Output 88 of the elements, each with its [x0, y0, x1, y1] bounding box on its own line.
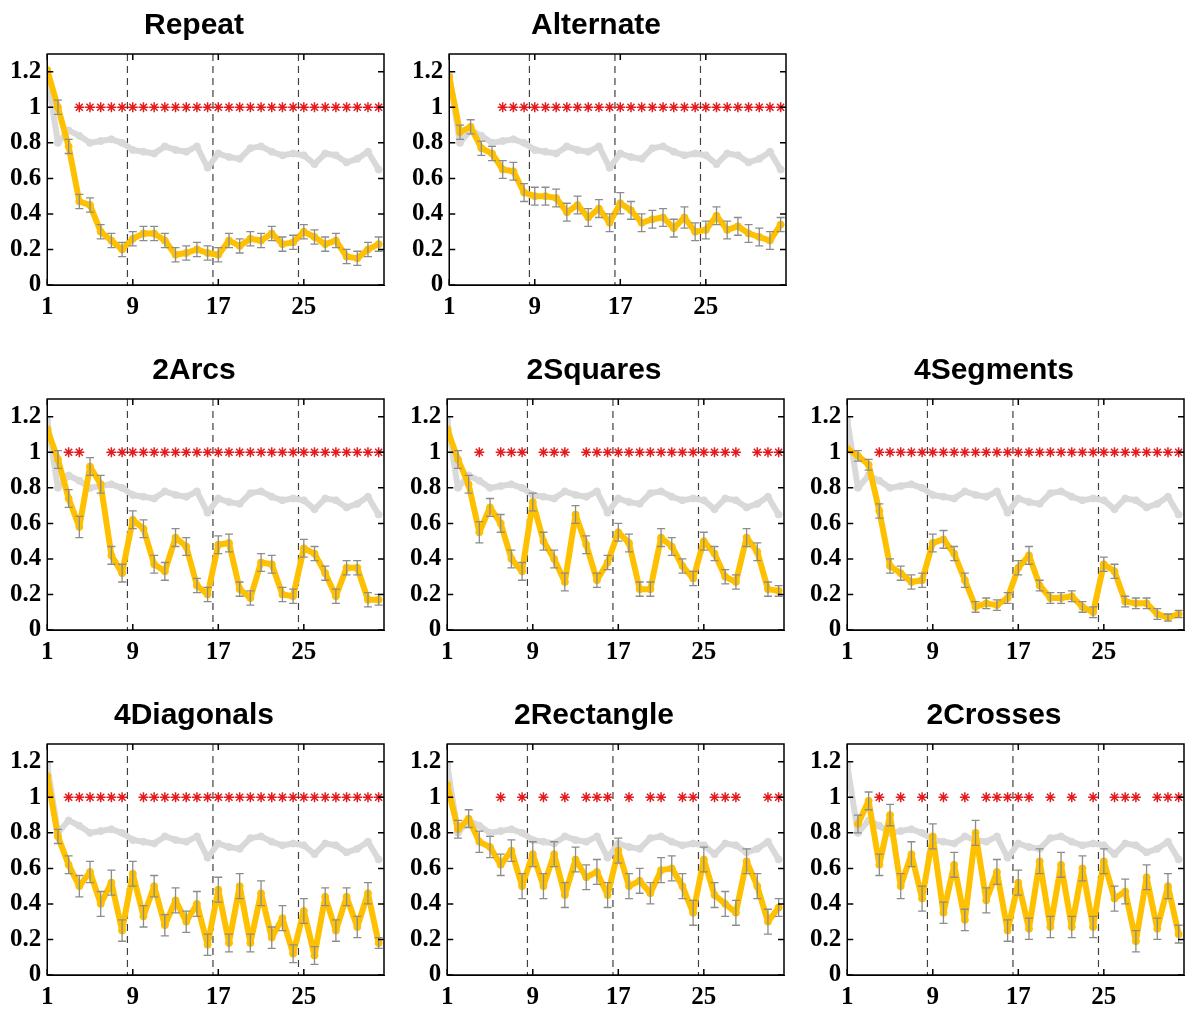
y-tick-label: 0.2 [410, 923, 442, 951]
y-tick-label: 1 [828, 436, 842, 464]
y-tick-label: 0.4 [810, 888, 842, 916]
x-tick-label: 9 [926, 637, 940, 665]
y-tick-label: 1.2 [10, 56, 42, 84]
x-tick-label: 17 [205, 982, 231, 1010]
y-tick-label: 1.2 [412, 56, 444, 84]
y-tick-label: 0.8 [412, 127, 444, 155]
x-tick-label: 9 [126, 292, 140, 320]
y-tick-label: 1 [428, 436, 442, 464]
chart-title: 2Arcs [152, 352, 236, 386]
x-tick-label: 9 [526, 637, 540, 665]
y-tick-label: 0.8 [10, 817, 42, 845]
x-tick-label: 9 [126, 637, 140, 665]
x-tick-label: 17 [605, 637, 631, 665]
x-tick-label: 17 [205, 637, 231, 665]
y-tick-label: 1.2 [810, 401, 842, 429]
y-tick-label: 0.4 [412, 198, 444, 226]
chart-title: 4Segments [913, 352, 1075, 386]
chart-title: 2Squares [526, 352, 662, 386]
x-tick-label: 9 [526, 982, 540, 1010]
y-tick-label: 0.2 [810, 578, 842, 606]
y-tick-label: 0.2 [10, 233, 42, 261]
y-tick-label: 0.8 [410, 817, 442, 845]
y-tick-label: 1 [428, 781, 442, 809]
y-tick-label: 0.6 [410, 507, 442, 535]
chart-title: Repeat [143, 7, 245, 41]
x-tick-label: 25 [693, 292, 719, 320]
y-tick-label: 0 [828, 959, 842, 987]
y-tick-label: 0 [428, 614, 442, 642]
y-tick-label: 0.8 [10, 472, 42, 500]
y-tick-label: 0.4 [10, 198, 42, 226]
y-tick-label: 0.2 [10, 578, 42, 606]
y-tick-label: 1 [28, 91, 42, 119]
y-tick-label: 0.4 [410, 888, 442, 916]
y-tick-label: 1 [28, 781, 42, 809]
x-tick-label: 17 [607, 292, 633, 320]
y-tick-label: 0.4 [810, 543, 842, 571]
y-tick-label: 0.8 [410, 472, 442, 500]
y-tick-label: 1 [28, 436, 42, 464]
x-tick-label: 25 [691, 637, 717, 665]
x-tick-label: 25 [691, 982, 717, 1010]
y-tick-label: 1 [430, 91, 444, 119]
y-tick-label: 0.6 [10, 507, 42, 535]
y-tick-label: 0 [28, 614, 42, 642]
y-tick-label: 0 [28, 269, 42, 297]
x-tick-label: 9 [126, 982, 140, 1010]
x-tick-label: 25 [291, 982, 317, 1010]
y-tick-label: 0.6 [410, 852, 442, 880]
y-tick-label: 1.2 [10, 401, 42, 429]
x-tick-label: 25 [291, 637, 317, 665]
y-tick-label: 1.2 [410, 746, 442, 774]
y-tick-label: 0 [828, 614, 842, 642]
y-tick-label: 0.8 [10, 127, 42, 155]
x-tick-label: 25 [1091, 637, 1117, 665]
y-tick-label: 0.2 [412, 233, 444, 261]
x-tick-label: 25 [1091, 982, 1117, 1010]
chart-title: 2Crosses [926, 697, 1062, 731]
y-tick-label: 0.4 [10, 543, 42, 571]
y-tick-label: 0 [428, 959, 442, 987]
y-tick-label: 0.4 [410, 543, 442, 571]
y-tick-label: 1.2 [410, 401, 442, 429]
x-tick-label: 17 [605, 982, 631, 1010]
x-tick-label: 17 [1005, 982, 1031, 1010]
chart-title: Alternate [530, 7, 662, 41]
y-tick-label: 0.2 [10, 923, 42, 951]
y-tick-label: 0 [430, 269, 444, 297]
chart-title: 2Rectangle [513, 697, 675, 731]
x-tick-label: 17 [1005, 637, 1031, 665]
y-tick-label: 0.6 [412, 162, 444, 190]
x-tick-label: 9 [528, 292, 542, 320]
y-tick-label: 0.6 [10, 852, 42, 880]
y-tick-label: 1.2 [810, 746, 842, 774]
y-tick-label: 0.2 [410, 578, 442, 606]
y-tick-label: 0.4 [10, 888, 42, 916]
y-tick-label: 0.2 [810, 923, 842, 951]
y-tick-label: 0.6 [810, 507, 842, 535]
y-tick-label: 1 [828, 781, 842, 809]
chart-title: 4Diagonals [113, 697, 275, 731]
y-tick-label: 0.8 [810, 817, 842, 845]
x-tick-label: 25 [291, 292, 317, 320]
y-tick-label: 0.8 [810, 472, 842, 500]
x-tick-label: 17 [205, 292, 231, 320]
y-tick-label: 0 [28, 959, 42, 987]
y-tick-label: 0.6 [10, 162, 42, 190]
y-tick-label: 0.6 [810, 852, 842, 880]
y-tick-label: 1.2 [10, 746, 42, 774]
x-tick-label: 9 [926, 982, 940, 1010]
